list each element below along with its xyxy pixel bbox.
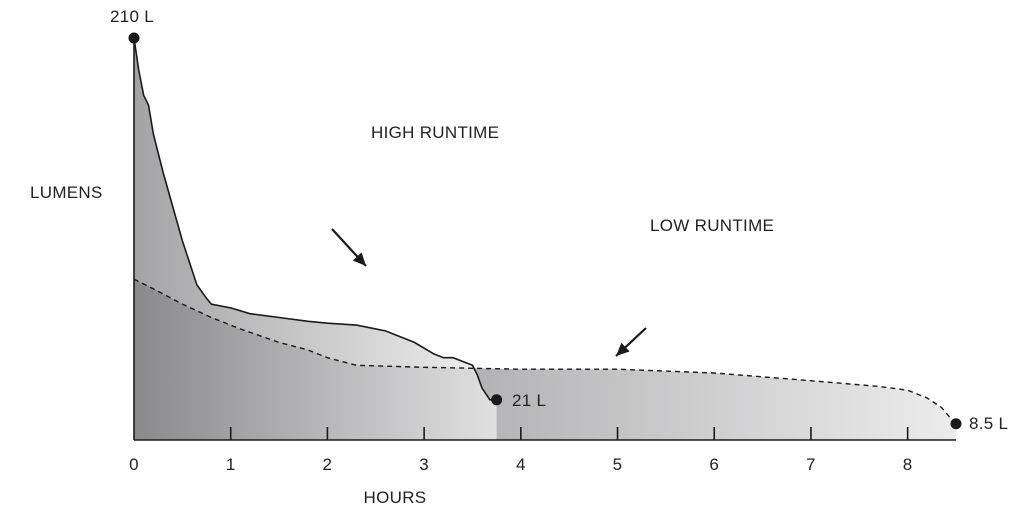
start-value-label: 210 L	[110, 7, 154, 26]
high-end-marker	[491, 394, 503, 406]
high-end-value-label: 21 L	[512, 391, 546, 410]
x-tick-label: 4	[516, 455, 526, 474]
x-tick-label: 1	[226, 455, 236, 474]
high-runtime-area	[134, 38, 497, 440]
x-axis-label: HOURS	[364, 488, 427, 507]
low-end-value-label: 8.5 L	[969, 414, 1008, 433]
x-tick-label: 6	[709, 455, 719, 474]
x-ticks: 0 1 2 3 4 5 6 7 8	[129, 427, 912, 474]
low-end-marker	[950, 418, 962, 430]
x-tick-label: 2	[323, 455, 333, 474]
endpoint-markers	[128, 32, 962, 430]
x-tick-label: 3	[419, 455, 429, 474]
low-runtime-arrow	[615, 327, 647, 357]
x-tick-label: 0	[129, 455, 139, 474]
series-arrows	[331, 228, 647, 357]
y-axis-label: LUMENS	[30, 183, 103, 202]
low-runtime-line	[133, 278, 957, 425]
high-runtime-arrow	[331, 228, 367, 267]
start-marker	[128, 32, 140, 44]
x-tick-label: 5	[613, 455, 623, 474]
high-runtime-line	[133, 37, 497, 401]
low-runtime-label: LOW RUNTIME	[650, 216, 774, 235]
x-tick-label: 8	[903, 455, 913, 474]
x-tick-label: 7	[806, 455, 816, 474]
high-runtime-label: HIGH RUNTIME	[371, 123, 499, 142]
